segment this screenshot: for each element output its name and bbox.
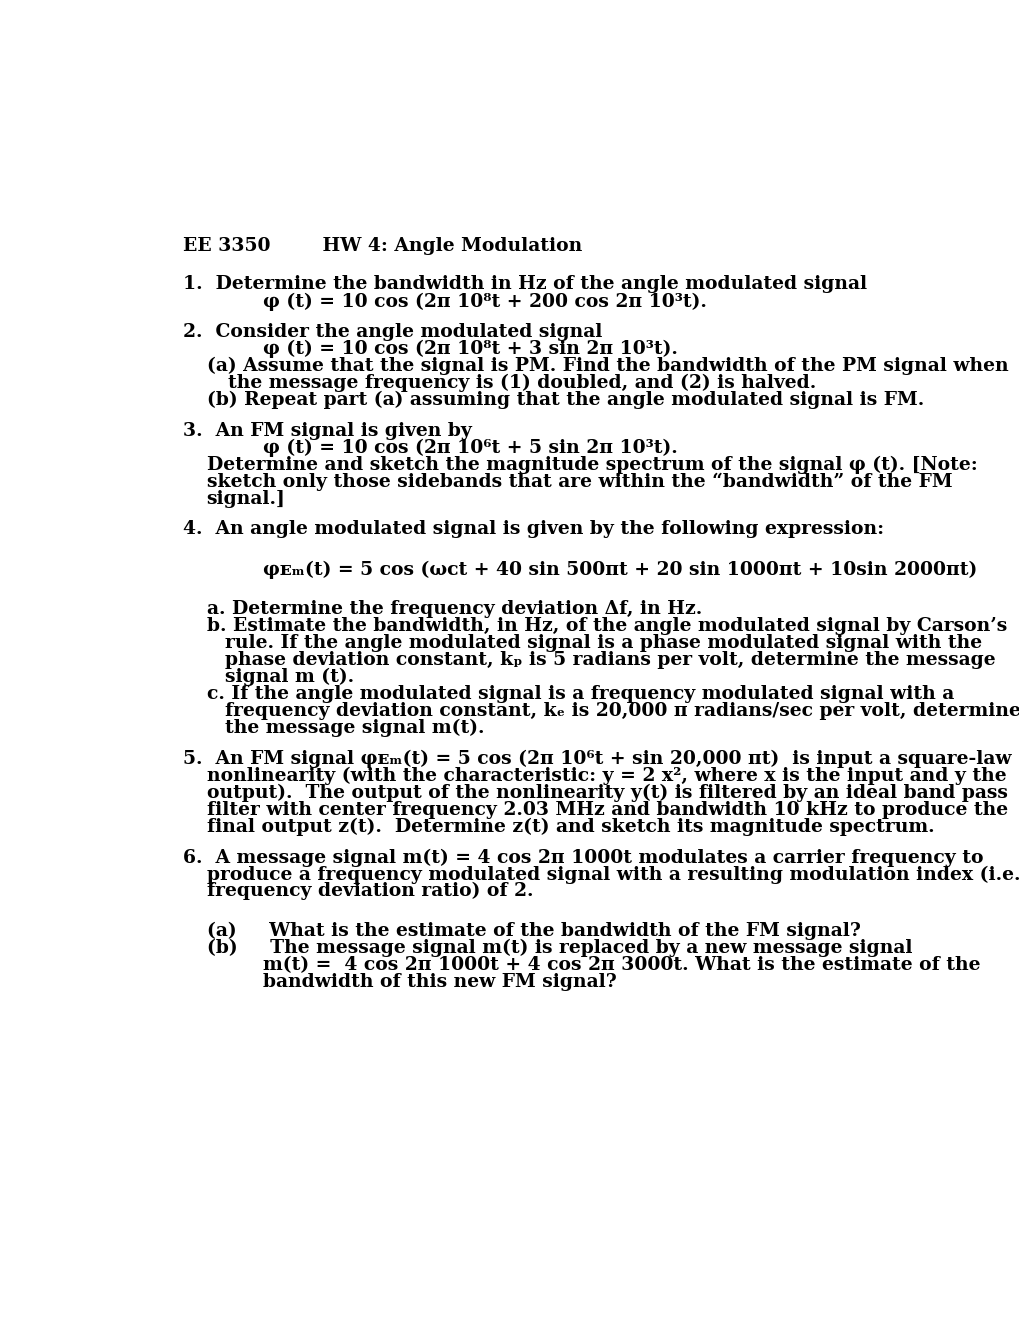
Text: frequency deviation constant, kₑ is 20,000 π radians/sec per volt, determine: frequency deviation constant, kₑ is 20,0…: [225, 702, 1019, 719]
Text: φ (t) = 10 cos (2π 10⁸t + 200 cos 2π 10³t).: φ (t) = 10 cos (2π 10⁸t + 200 cos 2π 10³…: [263, 293, 706, 310]
Text: 1.  Determine the bandwidth in Hz of the angle modulated signal: 1. Determine the bandwidth in Hz of the …: [183, 276, 866, 293]
Text: nonlinearity (with the characteristic: y = 2 x², where x is the input and y the: nonlinearity (with the characteristic: y…: [206, 767, 1005, 785]
Text: a. Determine the frequency deviation Δf, in Hz.: a. Determine the frequency deviation Δf,…: [206, 601, 701, 618]
Text: (a)     What is the estimate of the bandwidth of the FM signal?: (a) What is the estimate of the bandwidt…: [206, 923, 860, 940]
Text: signal m (t).: signal m (t).: [225, 668, 354, 686]
Text: output).  The output of the nonlinearity y(t) is filtered by an ideal band pass: output). The output of the nonlinearity …: [206, 784, 1007, 801]
Text: bandwidth of this new FM signal?: bandwidth of this new FM signal?: [263, 973, 616, 991]
Text: b. Estimate the bandwidth, in Hz, of the angle modulated signal by Carson’s: b. Estimate the bandwidth, in Hz, of the…: [206, 618, 1006, 635]
Text: 2.  Consider the angle modulated signal: 2. Consider the angle modulated signal: [183, 323, 602, 341]
Text: 4.  An angle modulated signal is given by the following expression:: 4. An angle modulated signal is given by…: [183, 520, 883, 539]
Text: (b) Repeat part (a) assuming that the angle modulated signal is FM.: (b) Repeat part (a) assuming that the an…: [206, 391, 923, 409]
Text: c. If the angle modulated signal is a frequency modulated signal with a: c. If the angle modulated signal is a fr…: [206, 685, 953, 704]
Text: rule. If the angle modulated signal is a phase modulated signal with the: rule. If the angle modulated signal is a…: [225, 635, 981, 652]
Text: 3.  An FM signal is given by: 3. An FM signal is given by: [183, 422, 472, 440]
Text: (a) Assume that the signal is PM. Find the bandwidth of the PM signal when: (a) Assume that the signal is PM. Find t…: [206, 358, 1007, 375]
Text: frequency deviation ratio) of 2.: frequency deviation ratio) of 2.: [206, 882, 533, 900]
Text: produce a frequency modulated signal with a resulting modulation index (i.e.: produce a frequency modulated signal wit…: [206, 866, 1019, 883]
Text: (b)     The message signal m(t) is replaced by a new message signal: (b) The message signal m(t) is replaced …: [206, 940, 911, 957]
Text: 5.  An FM signal φᴇₘ(t) = 5 cos (2π 10⁶t + sin 20,000 πt)  is input a square-law: 5. An FM signal φᴇₘ(t) = 5 cos (2π 10⁶t …: [183, 750, 1011, 768]
Text: 6.  A message signal m(t) = 4 cos 2π 1000t modulates a carrier frequency to: 6. A message signal m(t) = 4 cos 2π 1000…: [183, 849, 983, 866]
Text: signal.]: signal.]: [206, 490, 285, 507]
Text: φᴇₘ(t) = 5 cos (ωᴄt + 40 sin 500πt + 20 sin 1000πt + 10sin 2000πt): φᴇₘ(t) = 5 cos (ωᴄt + 40 sin 500πt + 20 …: [263, 561, 976, 578]
Text: filter with center frequency 2.03 MHz and bandwidth 10 kHz to produce the: filter with center frequency 2.03 MHz an…: [206, 800, 1007, 818]
Text: phase deviation constant, kₚ is 5 radians per volt, determine the message: phase deviation constant, kₚ is 5 radian…: [225, 651, 995, 669]
Text: Determine and sketch the magnitude spectrum of the signal φ (t). [Note:: Determine and sketch the magnitude spect…: [206, 455, 976, 474]
Text: φ (t) = 10 cos (2π 10⁸t + 3 sin 2π 10³t).: φ (t) = 10 cos (2π 10⁸t + 3 sin 2π 10³t)…: [263, 341, 678, 358]
Text: m(t) =  4 cos 2π 1000t + 4 cos 2π 3000t. What is the estimate of the: m(t) = 4 cos 2π 1000t + 4 cos 2π 3000t. …: [263, 956, 979, 974]
Text: the message signal m(t).: the message signal m(t).: [225, 719, 484, 737]
Text: φ (t) = 10 cos (2π 10⁶t + 5 sin 2π 10³t).: φ (t) = 10 cos (2π 10⁶t + 5 sin 2π 10³t)…: [263, 438, 678, 457]
Text: sketch only those sidebands that are within the “bandwidth” of the FM: sketch only those sidebands that are wit…: [206, 473, 952, 491]
Text: the message frequency is (1) doubled, and (2) is halved.: the message frequency is (1) doubled, an…: [228, 374, 815, 392]
Text: EE 3350        HW 4: Angle Modulation: EE 3350 HW 4: Angle Modulation: [183, 238, 582, 255]
Text: final output z(t).  Determine z(t) and sketch its magnitude spectrum.: final output z(t). Determine z(t) and sk…: [206, 817, 933, 836]
